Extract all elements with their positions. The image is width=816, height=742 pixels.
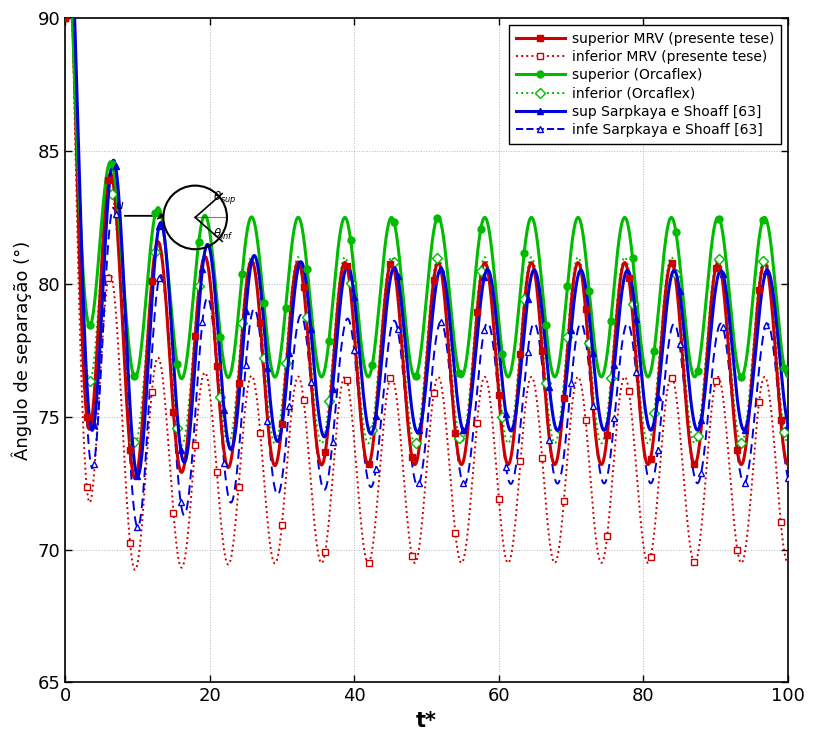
Y-axis label: Ângulo de separação (°): Ângulo de separação (°) — [11, 240, 32, 460]
Legend: superior MRV (presente tese), inferior MRV (presente tese), superior (Orcaflex),: superior MRV (presente tese), inferior M… — [509, 25, 781, 144]
X-axis label: t*: t* — [416, 711, 437, 731]
